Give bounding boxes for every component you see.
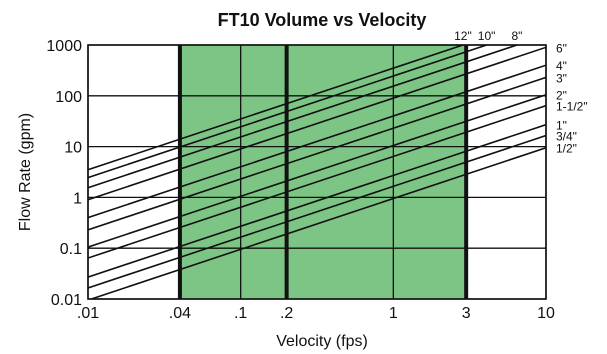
- x-tick-label: 3: [462, 305, 471, 322]
- y-tick-label: 1000: [46, 38, 82, 55]
- series-label: 1/2": [556, 142, 577, 156]
- series-label: 10": [478, 29, 496, 43]
- y-tick-label: 0.1: [60, 241, 82, 258]
- series-group: [88, 45, 546, 299]
- series-label: 2": [556, 89, 567, 103]
- series-label: 1-1/2": [556, 100, 588, 114]
- x-tick-label: 10: [537, 305, 555, 322]
- series-line: [88, 45, 466, 171]
- recommended-velocity-band: [179, 45, 467, 299]
- series-line: [88, 64, 546, 219]
- series-line: [88, 76, 546, 231]
- x-tick-label: .01: [77, 305, 99, 322]
- series-line: [88, 45, 490, 179]
- series-label: 12": [454, 29, 472, 43]
- x-tick-label: .04: [169, 305, 191, 322]
- series-line: [88, 46, 546, 201]
- series-label: 3": [556, 71, 567, 85]
- series-line: [88, 93, 546, 248]
- y-tick-label: 100: [55, 89, 82, 106]
- series-label: 1": [556, 119, 567, 133]
- chart-title: FT10 Volume vs Velocity: [218, 10, 427, 30]
- plot-frame: [87, 44, 547, 300]
- series-label: 8": [511, 29, 522, 43]
- y-axis-label: Flow Rate (gpm): [17, 113, 34, 231]
- series-label: 3/4": [556, 130, 577, 144]
- x-tick-label: .1: [234, 305, 247, 322]
- series-label: 6": [556, 41, 567, 55]
- series-label: 4": [556, 59, 567, 73]
- series-line: [88, 123, 546, 278]
- y-tick-label: 10: [64, 140, 82, 157]
- y-tick-label: 1: [73, 190, 82, 207]
- y-tick-label: 0.01: [51, 292, 82, 309]
- series-line: [88, 45, 520, 189]
- x-tick-label: .2: [280, 305, 293, 322]
- series-line: [88, 146, 546, 299]
- series-line: [88, 104, 546, 259]
- x-axis-label: Velocity (fps): [276, 333, 368, 350]
- x-tick-label: 1: [389, 305, 398, 322]
- series-line: [88, 134, 546, 289]
